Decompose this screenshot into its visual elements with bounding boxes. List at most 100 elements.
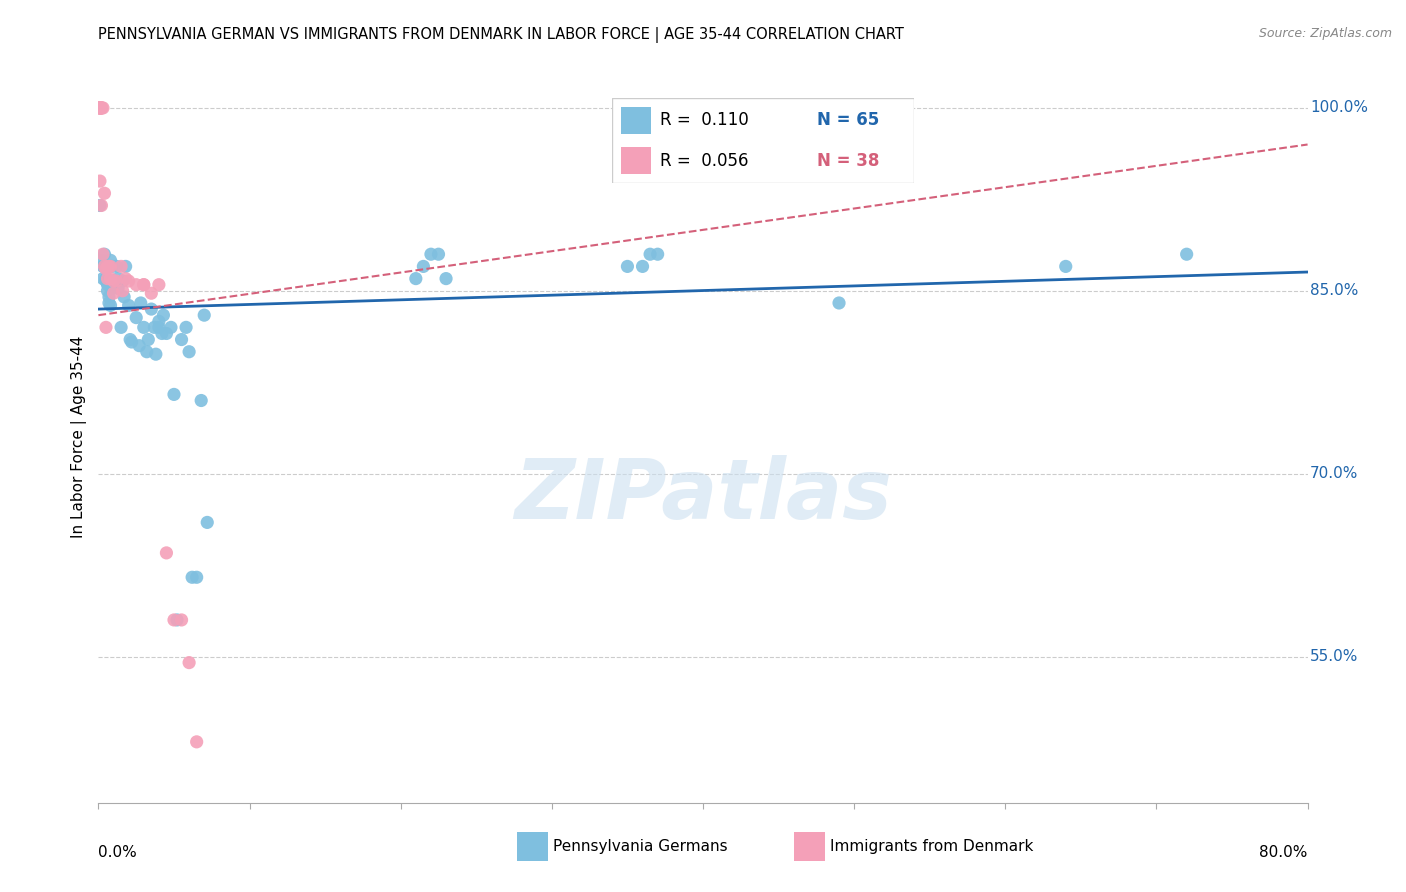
Point bbox=[828, 296, 851, 310]
Point bbox=[89, 101, 111, 115]
Point bbox=[125, 277, 148, 292]
Point bbox=[90, 101, 112, 115]
Point bbox=[90, 101, 112, 115]
Point bbox=[111, 284, 134, 298]
Point bbox=[638, 247, 661, 261]
Point bbox=[170, 333, 193, 347]
Point bbox=[110, 260, 132, 274]
Point bbox=[94, 271, 117, 285]
Point bbox=[143, 320, 166, 334]
Text: ZIPatlas: ZIPatlas bbox=[515, 455, 891, 536]
Point bbox=[181, 570, 204, 584]
Point bbox=[89, 198, 111, 212]
Point bbox=[111, 274, 134, 288]
Point bbox=[94, 261, 117, 276]
Point bbox=[96, 271, 118, 285]
Point bbox=[190, 393, 212, 408]
Point bbox=[195, 516, 218, 530]
Point bbox=[89, 101, 111, 115]
Point bbox=[121, 334, 143, 349]
Point bbox=[98, 290, 121, 304]
Point bbox=[89, 101, 111, 115]
Point bbox=[150, 326, 173, 341]
Point bbox=[177, 656, 201, 670]
Point bbox=[91, 247, 114, 261]
Point bbox=[174, 320, 197, 334]
Point bbox=[114, 260, 136, 274]
Point bbox=[93, 260, 115, 274]
Point bbox=[91, 271, 114, 285]
Point bbox=[647, 247, 669, 261]
Point bbox=[100, 253, 122, 268]
Point bbox=[118, 298, 141, 312]
Point bbox=[132, 277, 155, 292]
Point bbox=[170, 613, 193, 627]
Point bbox=[132, 320, 155, 334]
Point bbox=[91, 101, 114, 115]
Point bbox=[96, 260, 118, 274]
Point bbox=[114, 271, 136, 285]
Point bbox=[103, 274, 125, 288]
Text: Pennsylvania Germans: Pennsylvania Germans bbox=[553, 839, 727, 854]
Text: Source: ZipAtlas.com: Source: ZipAtlas.com bbox=[1258, 27, 1392, 40]
Point bbox=[136, 333, 159, 347]
Point bbox=[105, 274, 128, 288]
Point bbox=[93, 260, 115, 274]
Point bbox=[89, 101, 111, 115]
Point bbox=[96, 277, 118, 292]
Point bbox=[120, 333, 142, 347]
Text: 85.0%: 85.0% bbox=[1310, 284, 1358, 298]
Point bbox=[616, 260, 638, 274]
Text: R =  0.110: R = 0.110 bbox=[659, 112, 749, 129]
Point bbox=[105, 260, 128, 274]
Point bbox=[90, 101, 112, 115]
Point bbox=[427, 247, 450, 261]
Text: Immigrants from Denmark: Immigrants from Denmark bbox=[830, 839, 1033, 854]
Point bbox=[128, 339, 150, 353]
Point bbox=[103, 274, 125, 288]
Point bbox=[118, 274, 141, 288]
Text: R =  0.056: R = 0.056 bbox=[659, 152, 748, 169]
Y-axis label: In Labor Force | Age 35-44: In Labor Force | Age 35-44 bbox=[72, 336, 87, 538]
FancyBboxPatch shape bbox=[620, 147, 651, 175]
FancyBboxPatch shape bbox=[620, 107, 651, 134]
Point bbox=[107, 281, 129, 295]
Point bbox=[631, 260, 654, 274]
Text: N = 65: N = 65 bbox=[817, 112, 879, 129]
Point bbox=[405, 271, 427, 285]
Point bbox=[129, 296, 152, 310]
Point bbox=[101, 281, 124, 295]
Point bbox=[141, 286, 163, 301]
Point bbox=[163, 387, 186, 401]
Text: 70.0%: 70.0% bbox=[1310, 467, 1358, 481]
Point bbox=[141, 302, 163, 317]
Point bbox=[98, 296, 121, 310]
Point bbox=[155, 546, 177, 560]
Point bbox=[148, 277, 170, 292]
Point bbox=[132, 277, 155, 292]
Point bbox=[93, 247, 115, 261]
FancyBboxPatch shape bbox=[612, 98, 914, 183]
Point bbox=[163, 613, 186, 627]
Point bbox=[94, 260, 117, 274]
Text: 0.0%: 0.0% bbox=[98, 846, 138, 861]
Point bbox=[135, 344, 157, 359]
Point bbox=[148, 314, 170, 328]
Text: N = 38: N = 38 bbox=[817, 152, 880, 169]
Point bbox=[1175, 247, 1198, 261]
Point bbox=[89, 101, 111, 115]
Point bbox=[89, 174, 111, 188]
Point bbox=[186, 735, 208, 749]
Text: 80.0%: 80.0% bbox=[1260, 846, 1308, 861]
Point bbox=[155, 326, 177, 341]
Text: 55.0%: 55.0% bbox=[1310, 649, 1358, 664]
Text: PENNSYLVANIA GERMAN VS IMMIGRANTS FROM DENMARK IN LABOR FORCE | AGE 35-44 CORREL: PENNSYLVANIA GERMAN VS IMMIGRANTS FROM D… bbox=[98, 27, 904, 43]
Point bbox=[160, 320, 183, 334]
Point bbox=[148, 320, 170, 334]
Point bbox=[152, 308, 174, 322]
Point bbox=[100, 260, 122, 274]
Point bbox=[98, 260, 121, 274]
Point bbox=[112, 290, 135, 304]
Point bbox=[100, 271, 122, 285]
Point bbox=[90, 253, 112, 268]
